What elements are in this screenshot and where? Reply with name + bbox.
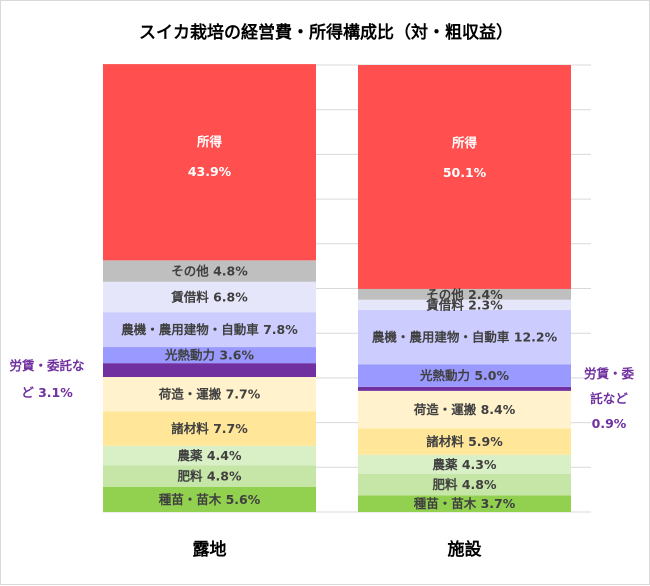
data-label: 種苗・苗木 3.7% (414, 496, 516, 511)
data-label: 荷造・運搬 8.4% (413, 402, 516, 417)
bar-segment (103, 486, 316, 512)
data-label: その他 4.8% (171, 264, 248, 279)
data-label: 光熱動力 3.6% (164, 348, 254, 363)
bar-segment (103, 347, 316, 364)
bar-segment (358, 288, 571, 300)
bar-segment (103, 64, 316, 261)
bar-segment (358, 428, 571, 455)
bar-segment (103, 411, 316, 446)
bar-segment (103, 260, 316, 282)
data-label: 肥料 4.8% (177, 469, 241, 484)
bar-segment (358, 309, 571, 365)
category-labels: 露地 施設 (193, 539, 483, 560)
bars (103, 64, 571, 512)
bar-segment (358, 390, 571, 429)
data-label: 肥料 4.8% (432, 477, 496, 492)
data-label: 農機・農用建物・自動車 12.2% (372, 330, 558, 345)
bar-segment (103, 445, 316, 466)
data-label: 農機・農用建物・自動車 7.8% (121, 322, 298, 337)
data-label: 農薬 4.4% (177, 448, 241, 463)
data-label: その他 2.4% (426, 287, 503, 302)
bar-segment (103, 281, 316, 313)
side-data-label: 労賃・委 (584, 366, 635, 381)
bar-segment (358, 386, 571, 391)
bar-segment (358, 299, 571, 310)
data-label: 諸材料 7.7% (171, 421, 248, 436)
data-label: 諸材料 5.9% (426, 434, 503, 449)
side-data-label: 労賃・委託な (9, 358, 84, 373)
data-label: 賃借料 6.8% (170, 289, 248, 304)
data-label: 農薬 4.3% (432, 457, 496, 472)
data-label: 荷造・運搬 7.7% (158, 387, 261, 402)
side-data-label: ど 3.1% (21, 385, 73, 400)
bar-segment (358, 364, 571, 387)
side-data-label: 0.9% (592, 416, 627, 431)
bar-segment (358, 474, 571, 496)
bar-segment (103, 312, 316, 348)
data-label: 光熱動力 5.0% (419, 368, 509, 383)
data-label: 43.9% (188, 164, 232, 179)
bar-segment (103, 363, 316, 378)
data-label: 50.1% (443, 165, 487, 180)
data-label: 種苗・苗木 5.6% (159, 492, 261, 507)
bar-segment (103, 377, 316, 412)
chart-title: スイカ栽培の経営費・所得構成比（対・粗収益） (139, 22, 513, 43)
data-label: 所得 (197, 134, 223, 149)
bar-segment (103, 465, 316, 487)
category-label: 施設 (448, 539, 483, 560)
category-label: 露地 (193, 539, 227, 560)
segment-labels: 種苗・苗木 5.6% 肥料 4.8% 農薬 4.4% 諸材料 7.7% 荷造・運搬 7.… (121, 134, 557, 511)
bar-segment (358, 65, 571, 289)
bar-segment (358, 454, 571, 475)
data-label: 賃借料 2.3% (425, 297, 503, 312)
side-data-label: 託など (590, 391, 628, 406)
data-label: 所得 (452, 135, 478, 150)
bar-segment (358, 495, 571, 512)
